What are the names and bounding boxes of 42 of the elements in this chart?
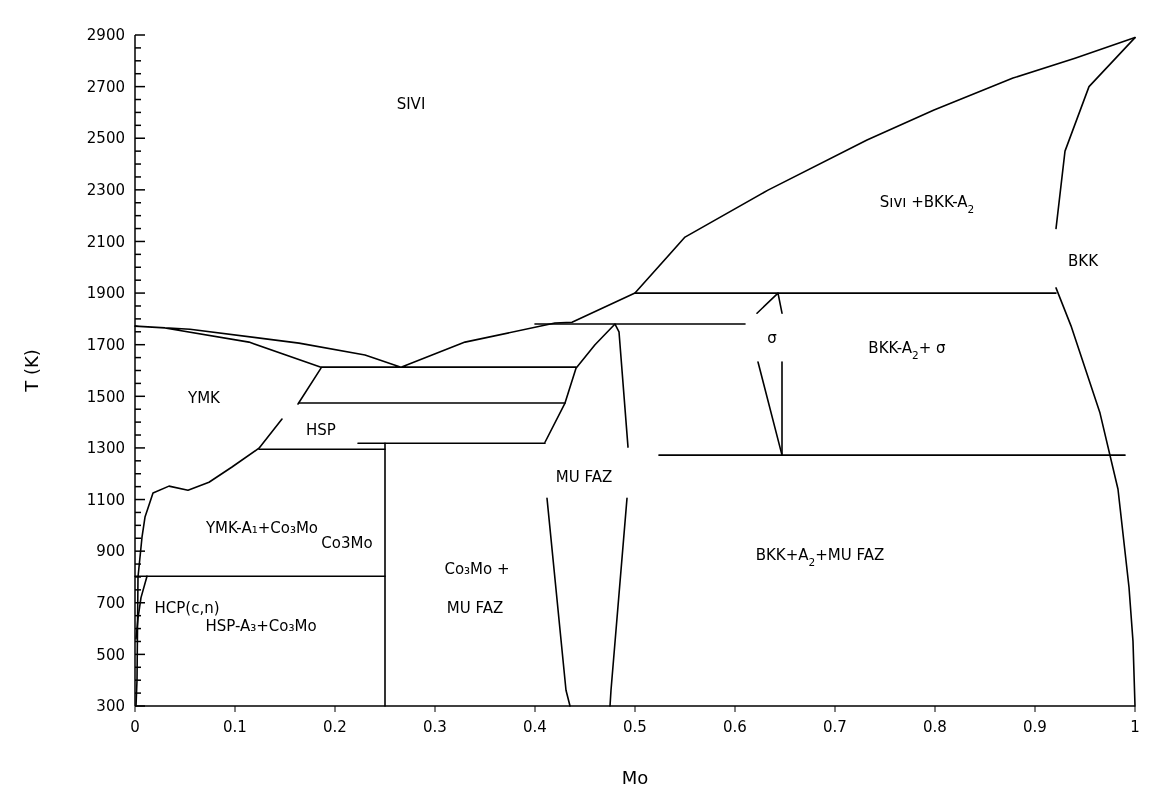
x-tick-label: 0.3 <box>423 718 447 736</box>
annotation: HCP(c,n) <box>154 598 220 617</box>
y-tick-label: 1700 <box>86 335 125 354</box>
x-tick-label: 0.6 <box>723 718 747 736</box>
annotation: BKK-A$_{2}$+ σ <box>868 338 947 361</box>
y-tick-label: 2900 <box>86 26 125 45</box>
annotation: σ <box>767 328 778 347</box>
annotation: YMK-A₁+Co₃Mo <box>204 519 319 538</box>
y-tick-label: 2700 <box>86 77 125 96</box>
x-tick-label: 0 <box>130 718 140 736</box>
x-tick-label: 0.7 <box>823 718 847 736</box>
x-tick-label: 1 <box>1130 718 1140 736</box>
x-tick-label: 0.8 <box>923 718 947 736</box>
y-axis-title: T (K) <box>21 349 42 393</box>
x-tick-label: 0.5 <box>623 718 647 736</box>
y-tick-label: 2300 <box>86 181 125 200</box>
annotation: MU FAZ <box>555 468 613 487</box>
annotation: Sıvı +BKK-A$_{2}$ <box>879 193 975 216</box>
x-tick-label: 0.4 <box>523 718 547 736</box>
annotation: MU FAZ <box>446 598 504 617</box>
y-tick-label: 1500 <box>86 387 125 406</box>
y-tick-label: 1100 <box>86 490 125 509</box>
y-tick-label: 900 <box>96 542 125 561</box>
annotation: HSP-A₃+Co₃Mo <box>205 616 317 635</box>
y-tick-label: 700 <box>96 594 125 613</box>
y-tick-label: 300 <box>96 697 125 716</box>
annotation: HSP <box>306 421 336 440</box>
annotation: BKK <box>1068 251 1100 270</box>
annotation: BKK+A$_{2}$+MU FAZ <box>755 546 885 569</box>
annotation: Co3Mo <box>321 534 373 553</box>
annotation: Co₃Mo + <box>444 559 510 578</box>
annotation: SIVI <box>396 94 426 113</box>
x-tick-label: 0.1 <box>223 718 247 736</box>
y-tick-label: 500 <box>96 645 125 664</box>
x-axis-title: Mo <box>621 767 649 788</box>
x-tick-label: 0.2 <box>323 718 347 736</box>
y-tick-label: 1300 <box>86 439 125 458</box>
y-tick-label: 2500 <box>86 129 125 148</box>
y-tick-label: 1900 <box>86 284 125 303</box>
annotation: YMK <box>187 389 222 408</box>
y-tick-label: 2100 <box>86 232 125 251</box>
x-tick-label: 0.9 <box>1023 718 1047 736</box>
